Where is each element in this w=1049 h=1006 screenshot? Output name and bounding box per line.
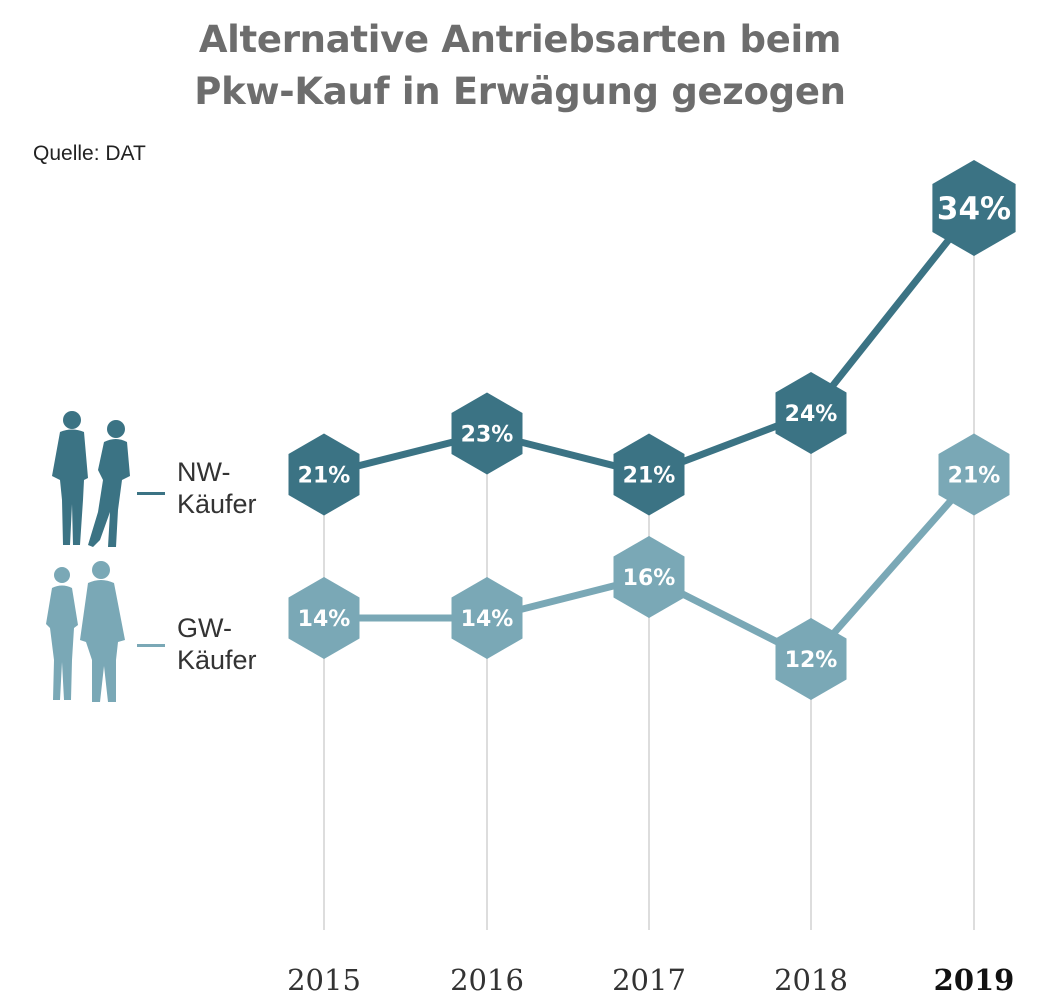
marker-nw-2015 bbox=[288, 433, 360, 516]
marker-gw-2015 bbox=[288, 577, 360, 659]
x-tick-2017: 2017 bbox=[612, 963, 686, 997]
marker-gw-2019 bbox=[938, 433, 1010, 516]
title-line-2: Pkw-Kauf in Erwägung gezogen bbox=[194, 70, 846, 113]
data-label-gw-2016: 14% bbox=[461, 607, 514, 632]
hexagon-markers: 21% 23% 21% 24% 34% 14% 14% 16% 12% 21% bbox=[288, 160, 1016, 700]
marker-nw-2019 bbox=[932, 160, 1016, 256]
marker-nw-2016 bbox=[451, 392, 523, 475]
x-tick-2015: 2015 bbox=[287, 963, 361, 997]
data-label-gw-2015: 14% bbox=[298, 607, 351, 632]
legend-label-gw-line2: Käufer bbox=[177, 645, 257, 675]
data-label-gw-2018: 12% bbox=[785, 648, 838, 673]
data-label-gw-2017: 16% bbox=[623, 566, 676, 591]
legend-label-nw-line2: Käufer bbox=[177, 489, 257, 519]
data-label-nw-2018: 24% bbox=[785, 402, 838, 427]
legend-label-gw: GW- Käufer bbox=[177, 612, 257, 676]
title-line-1: Alternative Antriebsarten beim bbox=[198, 18, 842, 61]
x-axis-ticks: 2015 2016 2017 2018 2019 bbox=[287, 963, 1014, 997]
legend-line-nw bbox=[137, 492, 165, 495]
marker-gw-2017 bbox=[613, 536, 685, 618]
couple-silhouette-icon-light bbox=[46, 561, 125, 702]
marker-nw-2017 bbox=[613, 433, 685, 516]
marker-nw-2018 bbox=[775, 372, 847, 454]
data-label-gw-2019: 21% bbox=[948, 464, 1001, 489]
source-note: Quelle: DAT bbox=[33, 142, 146, 165]
couple-silhouette-icon-dark bbox=[52, 411, 130, 547]
marker-gw-2018 bbox=[775, 618, 847, 700]
chart-title: Alternative Antriebsarten beim Pkw-Kauf … bbox=[0, 14, 1040, 118]
x-tick-2019: 2019 bbox=[934, 963, 1015, 997]
data-label-nw-2015: 21% bbox=[298, 464, 351, 489]
x-tick-2016: 2016 bbox=[450, 963, 524, 997]
data-label-nw-2016: 23% bbox=[461, 423, 514, 448]
data-label-nw-2017: 21% bbox=[623, 464, 676, 489]
legend-label-nw-line1: NW- bbox=[177, 457, 231, 487]
legend-line-gw bbox=[137, 644, 165, 647]
marker-gw-2016 bbox=[451, 577, 523, 659]
x-tick-2018: 2018 bbox=[774, 963, 848, 997]
legend-label-nw: NW- Käufer bbox=[177, 456, 257, 520]
legend-label-gw-line1: GW- bbox=[177, 613, 232, 643]
data-label-nw-2019: 34% bbox=[937, 191, 1011, 227]
